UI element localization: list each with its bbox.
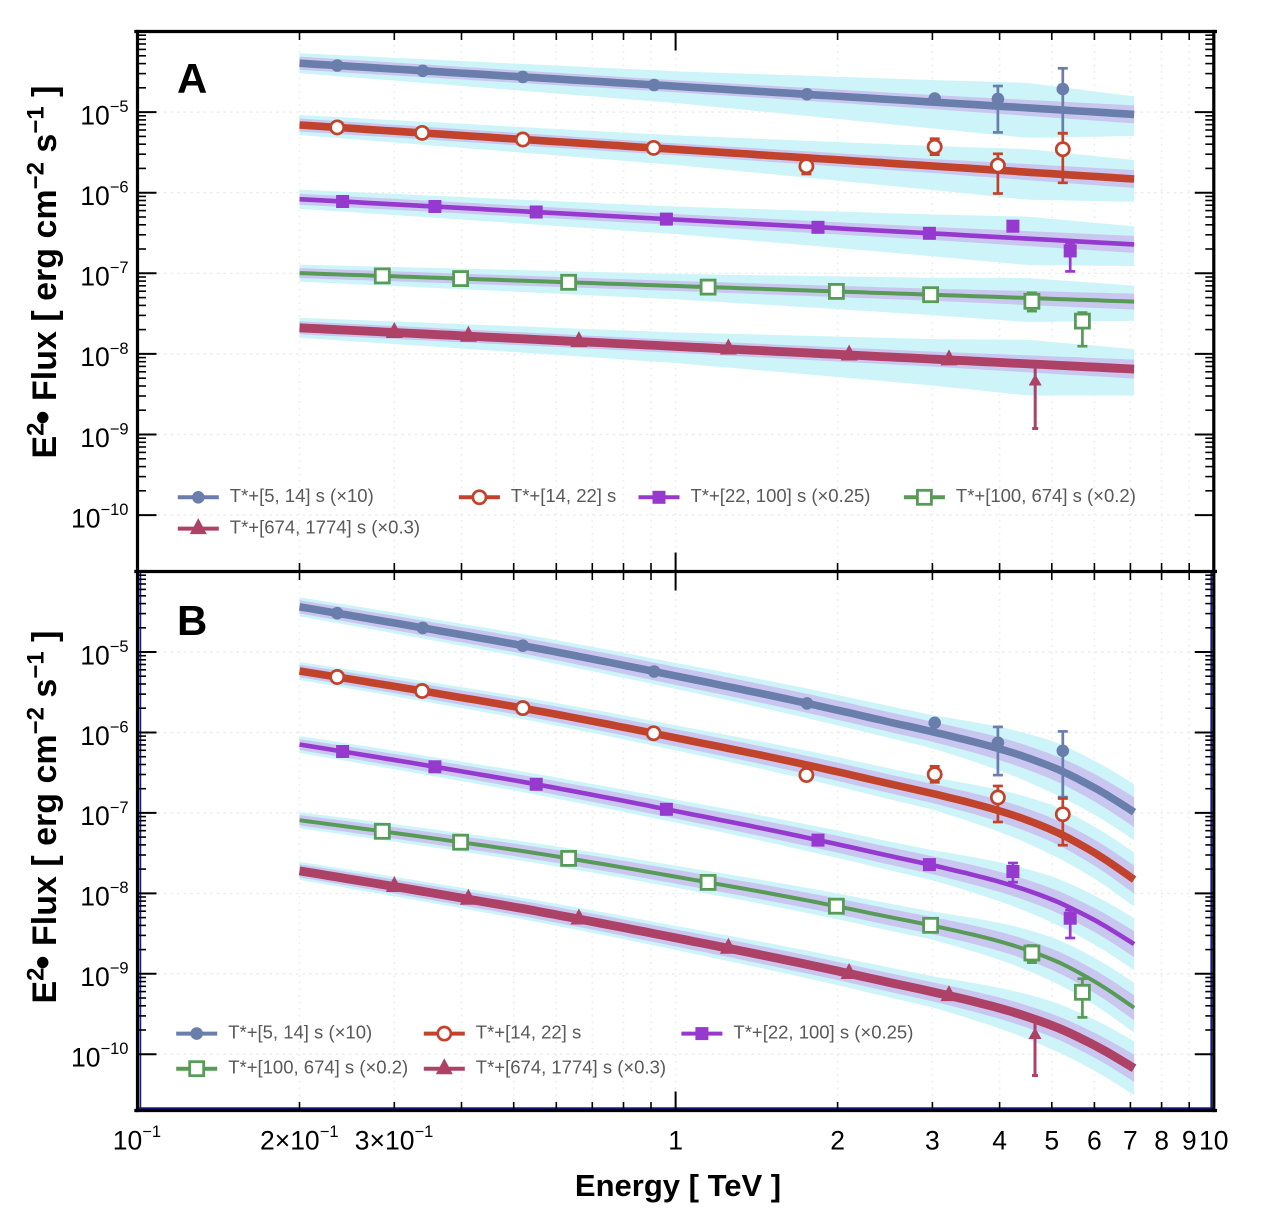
svg-text:1: 1 [668,1125,683,1155]
svg-text:E2• Flux [ erg cm−2 s−1 ]: E2• Flux [ erg cm−2 s−1 ] [21,630,65,1003]
svg-text:T*+[100, 674] s (×0.2): T*+[100, 674] s (×0.2) [228,1057,408,1078]
svg-text:10−10: 10−10 [71,501,128,533]
svg-text:6: 6 [1087,1125,1102,1155]
svg-text:T*+[674, 1774] s (×0.3): T*+[674, 1774] s (×0.3) [476,1057,666,1078]
svg-text:4: 4 [992,1125,1007,1155]
svg-text:T*+[22, 100] s (×0.25): T*+[22, 100] s (×0.25) [733,1021,913,1042]
svg-text:T*+[5, 14] s (×10): T*+[5, 14] s (×10) [228,1021,372,1042]
svg-text:T*+[100, 674] s (×0.2): T*+[100, 674] s (×0.2) [956,485,1136,506]
svg-text:B: B [177,597,207,644]
svg-text:T*+[14, 22] s: T*+[14, 22] s [511,485,616,506]
svg-text:Energy [ TeV ]: Energy [ TeV ] [575,1168,781,1203]
svg-text:T*+[14, 22] s: T*+[14, 22] s [476,1021,581,1042]
svg-text:9: 9 [1182,1125,1197,1155]
svg-text:T*+[22, 100] s (×0.25): T*+[22, 100] s (×0.25) [691,485,871,506]
svg-text:8: 8 [1154,1125,1169,1155]
svg-text:A: A [177,55,207,102]
svg-text:T*+[5, 14] s (×10): T*+[5, 14] s (×10) [230,485,374,506]
svg-text:2: 2 [830,1125,845,1155]
svg-text:10: 10 [1199,1125,1228,1155]
svg-text:10−9: 10−9 [80,420,128,452]
svg-text:E2• Flux [ erg cm−2 s−1 ]: E2• Flux [ erg cm−2 s−1 ] [21,85,65,458]
svg-text:10−8: 10−8 [80,340,128,372]
svg-text:5: 5 [1044,1125,1059,1155]
svg-text:7: 7 [1123,1125,1138,1155]
svg-text:T*+[674, 1774] s (×0.3): T*+[674, 1774] s (×0.3) [230,516,420,537]
svg-text:3: 3 [925,1125,940,1155]
